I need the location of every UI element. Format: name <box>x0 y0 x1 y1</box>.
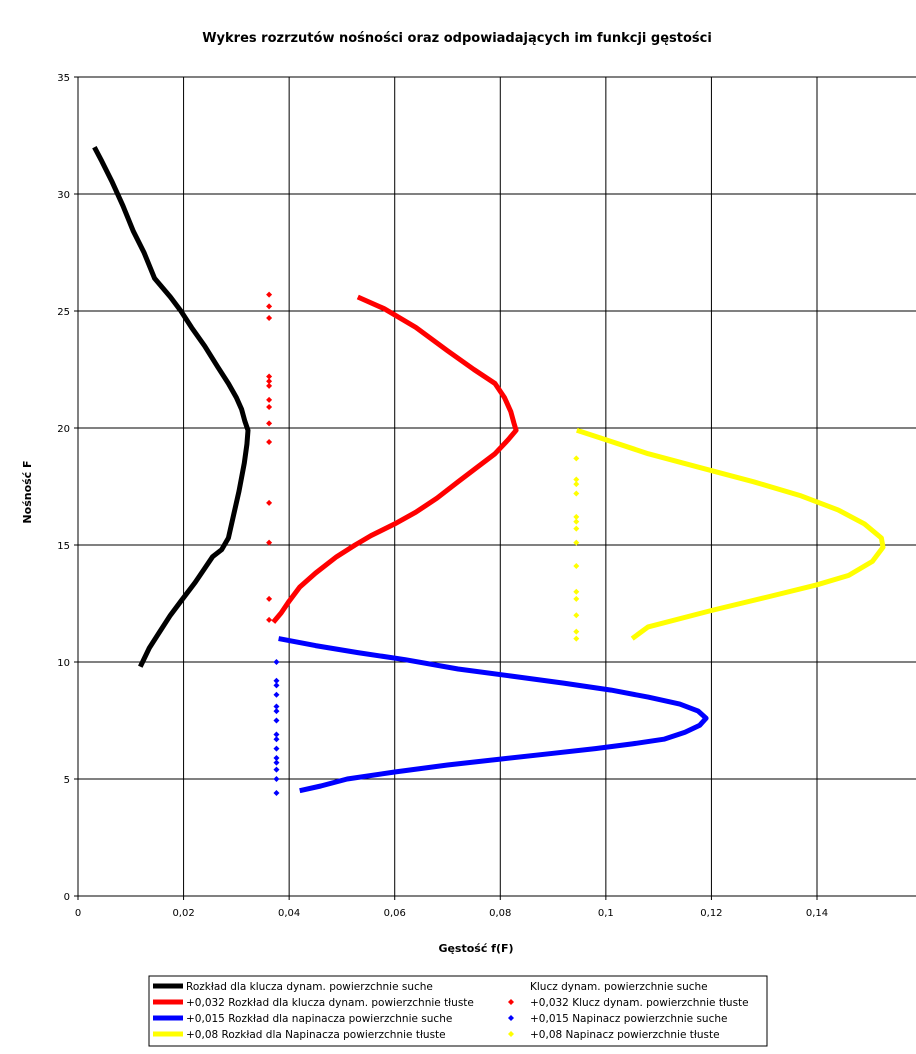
data-point <box>273 766 280 773</box>
data-point <box>273 691 280 698</box>
data-point <box>573 490 580 497</box>
series-line <box>278 636 709 794</box>
data-point <box>266 499 273 506</box>
data-point <box>266 315 273 322</box>
data-point <box>273 677 280 684</box>
y-tick-label: 25 <box>57 307 70 318</box>
y-tick-label: 5 <box>64 775 70 786</box>
x-tick-label: 0,06 <box>384 908 406 919</box>
y-tick-label: 10 <box>57 658 70 669</box>
data-point <box>266 595 273 602</box>
legend-label: Klucz dynam. powierzchnie suche <box>530 981 708 993</box>
y-tick-label: 30 <box>57 190 70 201</box>
data-point <box>266 378 273 385</box>
y-tick-label: 35 <box>57 73 70 84</box>
series-line <box>271 294 519 624</box>
series-7 <box>573 455 580 642</box>
data-point <box>266 291 273 298</box>
series-5 <box>266 291 273 623</box>
data-point <box>273 754 280 761</box>
x-tick-label: 0,14 <box>806 908 828 919</box>
data-point <box>266 539 273 546</box>
data-point <box>573 513 580 520</box>
data-point <box>573 455 580 462</box>
legend-label: +0,08 Napinacz powierzchnie tłuste <box>530 1029 720 1041</box>
data-point <box>266 303 273 310</box>
legend-label: +0,015 Rozkład dla napinacza powierzchni… <box>186 1013 452 1025</box>
series-line <box>92 146 251 668</box>
series-6 <box>273 659 280 797</box>
series-0 <box>92 146 251 668</box>
data-point <box>266 373 273 380</box>
y-tick-label: 0 <box>64 892 70 903</box>
chart-title: Wykres rozrzutów nośności oraz odpowiada… <box>202 31 712 46</box>
data-point <box>273 682 280 689</box>
y-axis-title: Nośność F <box>21 460 34 523</box>
data-point <box>573 612 580 619</box>
data-point <box>266 382 273 389</box>
data-point <box>573 518 580 525</box>
data-point <box>573 525 580 532</box>
data-point <box>273 731 280 738</box>
x-tick-label: 0 <box>75 908 81 919</box>
data-point <box>573 628 580 635</box>
legend-label: +0,032 Klucz dynam. powierzchnie tłuste <box>530 997 749 1009</box>
data-point <box>266 396 273 403</box>
data-point <box>573 539 580 546</box>
data-point <box>573 563 580 570</box>
legend-box <box>148 975 768 1047</box>
data-point <box>266 439 273 446</box>
data-point <box>573 595 580 602</box>
x-axis-title: Gęstość f(F) <box>438 942 513 955</box>
legend: Rozkład dla klucza dynam. powierzchnie s… <box>148 975 768 1047</box>
data-point <box>273 736 280 743</box>
data-point <box>573 481 580 488</box>
plot-area: 0 0,02 0,04 0,06 0,08 0,1 0,12 0,14 0 5 10 15 20 25 30… <box>57 73 916 919</box>
legend-label: +0,015 Napinacz powierzchnie suche <box>530 1013 727 1025</box>
data-point <box>573 588 580 595</box>
plot-frame <box>77 76 916 897</box>
legend-marker <box>508 999 514 1005</box>
x-tick-label: 0,1 <box>598 908 614 919</box>
y-tick-label: 15 <box>57 541 70 552</box>
data-point <box>266 420 273 427</box>
data-point <box>273 776 280 782</box>
legend-marker <box>508 1015 514 1021</box>
data-point <box>266 403 273 410</box>
legend-label: Rozkład dla klucza dynam. powierzchnie s… <box>186 981 433 993</box>
data-point <box>273 703 280 710</box>
data-point <box>273 745 280 752</box>
series-1 <box>271 294 519 624</box>
legend-label: +0,032 Rozkład dla klucza dynam. powierz… <box>186 997 474 1009</box>
legend-label: +0,08 Rozkład dla Napinacza powierzchnie… <box>186 1029 446 1041</box>
series-2 <box>278 636 709 794</box>
y-tick-label: 20 <box>57 424 70 435</box>
data-point <box>266 616 273 623</box>
data-point <box>273 708 280 715</box>
x-tick-label: 0,02 <box>172 908 194 919</box>
legend-marker <box>508 1031 514 1037</box>
data-point <box>273 759 280 766</box>
data-point <box>273 717 280 724</box>
series-line <box>576 427 886 641</box>
series-3 <box>576 427 886 641</box>
x-tick-label: 0,12 <box>700 908 722 919</box>
data-point <box>573 635 580 642</box>
data-point <box>273 659 280 665</box>
data-point <box>573 476 580 483</box>
x-tick-label: 0,08 <box>489 908 511 919</box>
x-tick-label: 0,04 <box>278 908 300 919</box>
data-point <box>273 790 280 797</box>
